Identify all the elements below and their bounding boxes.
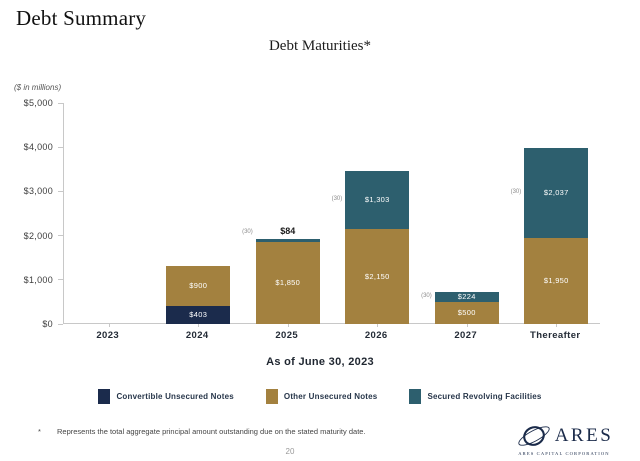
secured-swatch-icon: [409, 389, 422, 404]
bar-segment: $224: [434, 291, 499, 302]
x-axis-label: 2027: [454, 330, 478, 341]
bar-segment: $2,150: [345, 228, 410, 324]
legend-item-secured: Secured Revolving Facilities: [409, 389, 541, 404]
x-axis-label: Thereafter: [530, 330, 581, 341]
page-number: 20: [285, 447, 295, 456]
x-axis-tick: [466, 324, 468, 327]
footnote-symbol: *: [38, 427, 41, 436]
chart-plot-area: $403 $900 $1,850 $84 (30) $2,150 $1,303 (30) $50…: [58, 102, 600, 327]
legend-item-convertible: Convertible Unsecured Notes: [98, 389, 234, 404]
y-axis-label: $0: [42, 319, 53, 329]
bar-segment: $900: [166, 266, 231, 307]
y-axis-tick: [58, 279, 63, 281]
y-axis-tick: [58, 323, 63, 325]
y-axis-tick: [58, 102, 63, 104]
y-axis-label: $2,000: [23, 230, 53, 241]
bar-value-label: $84: [280, 225, 296, 236]
chart-legend: Convertible Unsecured Notes Other Unsecu…: [0, 389, 640, 404]
y-axis-label: $5,000: [23, 98, 53, 108]
x-axis-label: 2025: [275, 330, 299, 341]
legend-label: Other Unsecured Notes: [283, 392, 378, 401]
x-axis-label: 2023: [96, 330, 120, 341]
footnote-marker: (30): [510, 188, 522, 195]
bar-segment: $2,037: [524, 147, 589, 238]
bar-segment: $1,303: [345, 171, 410, 229]
footnote-marker: (30): [331, 196, 343, 203]
bar-segment: $500: [434, 301, 499, 324]
x-axis-tick: [556, 324, 558, 327]
y-axis-label: $4,000: [23, 142, 53, 153]
x-axis-tick: [198, 324, 200, 327]
footnote: * Represents the total aggregate principa…: [38, 427, 458, 436]
y-axis-label: $3,000: [23, 186, 53, 197]
legend-label: Secured Revolving Facilities: [427, 392, 542, 401]
x-axis-tick: [287, 324, 289, 327]
footnote-text: Represents the total aggregate principal…: [57, 427, 366, 436]
x-axis-tick: [108, 324, 110, 327]
logo-subtitle: ARES CAPITAL CORPORATION: [518, 451, 610, 456]
y-axis-label: $1,000: [23, 274, 53, 285]
units-label: ($ in millions): [14, 83, 62, 92]
y-axis-tick: [58, 146, 63, 148]
legend-item-other: Other Unsecured Notes: [265, 389, 378, 404]
x-axis-label: 2026: [364, 330, 388, 341]
logo-wordmark: ARES: [554, 425, 614, 446]
bar-segment: $403: [166, 306, 231, 324]
footnote-marker: (30): [242, 228, 253, 235]
y-axis-tick: [58, 235, 63, 237]
other-swatch-icon: [265, 389, 278, 404]
page-title: Debt Summary: [16, 6, 147, 30]
chart-title: Debt Maturities*: [268, 38, 372, 54]
bar-segment: $1,850: [255, 242, 320, 324]
x-axis-label: 2024: [185, 330, 209, 341]
x-axis-tick: [377, 324, 379, 327]
company-logo: ARES ARES CAPITAL CORPORATION: [496, 419, 632, 456]
legend-label: Convertible Unsecured Notes: [116, 392, 234, 401]
bar-segment: [255, 238, 320, 243]
bar-segment: $1,950: [524, 237, 589, 324]
footnote-marker: (30): [421, 292, 432, 299]
as-of-date-label: As of June 30, 2023: [266, 356, 374, 368]
y-axis-tick: [58, 190, 63, 192]
ares-orbit-icon: [518, 426, 550, 446]
convertible-swatch-icon: [98, 389, 111, 404]
